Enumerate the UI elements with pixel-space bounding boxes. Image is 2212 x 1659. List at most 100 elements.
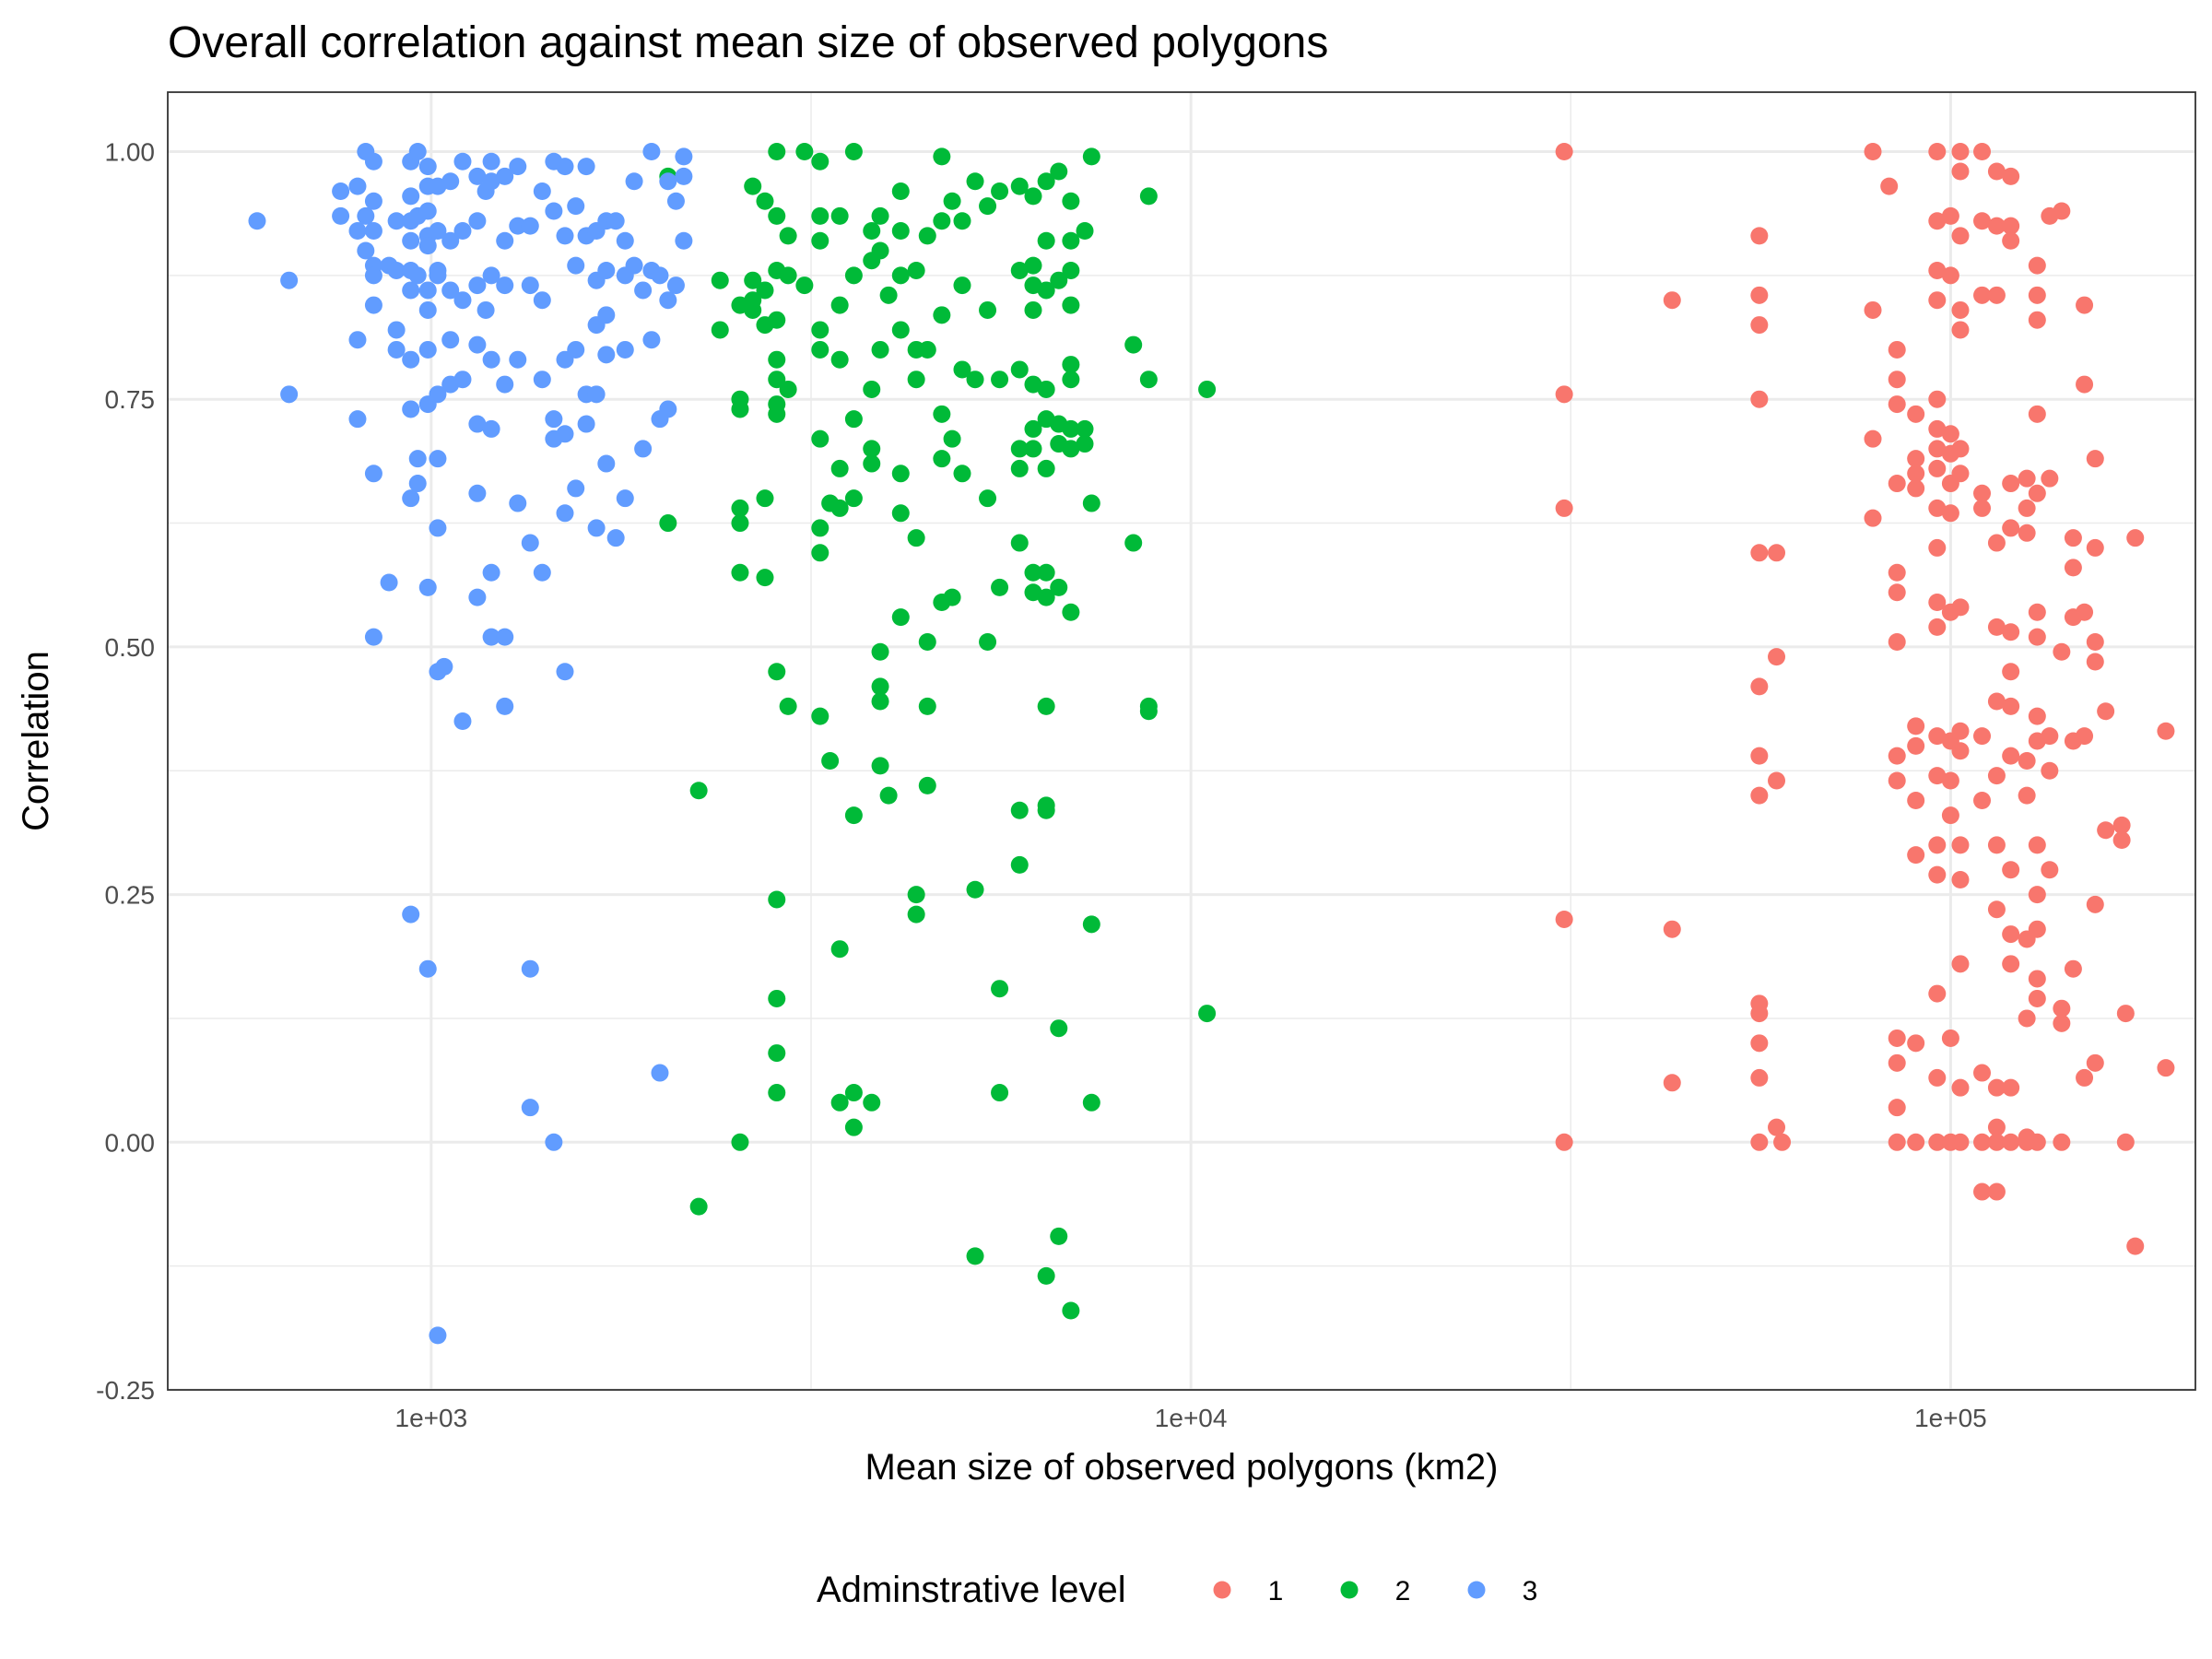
data-point-level-1 xyxy=(2064,529,2082,547)
data-point-level-1 xyxy=(1928,767,1947,785)
data-point-level-1 xyxy=(1907,450,1925,468)
data-point-level-3 xyxy=(482,628,500,646)
data-point-level-2 xyxy=(1010,855,1029,874)
data-point-level-3 xyxy=(606,529,625,547)
data-point-level-2 xyxy=(1076,435,1094,453)
data-point-level-1 xyxy=(2157,722,2175,740)
data-point-level-2 xyxy=(918,633,936,652)
data-point-level-2 xyxy=(991,578,1009,596)
data-point-level-3 xyxy=(364,296,382,314)
data-point-level-2 xyxy=(731,563,749,582)
data-point-level-1 xyxy=(2028,836,2046,854)
data-point-level-1 xyxy=(1987,836,2006,854)
data-point-level-3 xyxy=(567,479,585,498)
data-point-level-1 xyxy=(1555,499,1573,517)
data-point-level-2 xyxy=(1037,380,1055,398)
data-point-level-1 xyxy=(1987,534,2006,552)
data-point-level-2 xyxy=(1062,192,1080,210)
data-point-level-2 xyxy=(1037,281,1055,300)
data-point-level-1 xyxy=(1928,984,1947,1003)
data-point-level-2 xyxy=(1050,1019,1068,1038)
data-point-level-1 xyxy=(1750,747,1769,765)
data-point-level-1 xyxy=(1987,217,2006,235)
data-point-level-3 xyxy=(616,231,634,250)
data-point-level-3 xyxy=(348,410,367,429)
data-point-level-3 xyxy=(634,440,653,458)
data-point-level-1 xyxy=(1951,598,1970,617)
data-point-level-3 xyxy=(418,340,437,359)
data-point-level-1 xyxy=(2041,727,2059,746)
data-point-level-1 xyxy=(1951,1078,1970,1097)
data-point-level-2 xyxy=(821,751,840,770)
data-point-level-1 xyxy=(2018,786,2036,805)
y-tick-label: 0.25 xyxy=(105,881,156,910)
data-point-level-2 xyxy=(811,231,830,250)
data-point-level-2 xyxy=(879,286,898,304)
data-point-level-1 xyxy=(1750,1034,1769,1053)
data-point-level-1 xyxy=(1987,1078,2006,1097)
data-point-level-3 xyxy=(521,276,539,295)
data-point-level-2 xyxy=(943,192,961,210)
data-point-level-1 xyxy=(1951,465,1970,483)
data-point-level-1 xyxy=(1941,206,1959,225)
data-point-level-3 xyxy=(533,182,551,200)
data-point-level-2 xyxy=(1062,1301,1080,1320)
data-point-level-2 xyxy=(991,182,1009,200)
data-point-level-1 xyxy=(1941,504,1959,523)
data-point-level-2 xyxy=(991,371,1009,389)
data-point-level-2 xyxy=(953,465,971,483)
data-point-level-1 xyxy=(1928,499,1947,517)
data-point-level-3 xyxy=(402,281,420,300)
data-point-level-3 xyxy=(521,217,539,235)
data-point-level-3 xyxy=(577,415,595,433)
data-point-level-2 xyxy=(830,206,849,225)
data-point-level-3 xyxy=(402,489,420,508)
data-point-level-2 xyxy=(979,300,997,319)
data-point-level-2 xyxy=(966,371,984,389)
data-point-level-3 xyxy=(453,221,472,240)
data-point-level-3 xyxy=(577,158,595,176)
data-point-level-3 xyxy=(567,197,585,216)
data-point-level-2 xyxy=(731,499,749,517)
data-point-level-2 xyxy=(891,465,910,483)
data-point-level-2 xyxy=(768,663,786,681)
data-point-level-1 xyxy=(1888,771,1906,790)
data-point-level-3 xyxy=(597,261,616,279)
data-point-level-1 xyxy=(1951,321,1970,339)
data-point-level-1 xyxy=(2028,311,2046,329)
data-point-level-2 xyxy=(1037,801,1055,819)
data-point-level-2 xyxy=(1037,563,1055,582)
data-point-level-1 xyxy=(1888,1133,1906,1151)
data-point-level-2 xyxy=(1062,261,1080,279)
data-point-level-1 xyxy=(1951,142,1970,160)
data-point-level-3 xyxy=(556,227,574,245)
data-point-level-3 xyxy=(616,340,634,359)
x-tick-label: 1e+05 xyxy=(1914,1404,1987,1432)
data-point-level-3 xyxy=(402,905,420,924)
data-point-level-3 xyxy=(533,371,551,389)
chart-title: Overall correlation against mean size of… xyxy=(168,18,1328,67)
data-point-level-1 xyxy=(2126,1237,2145,1255)
data-point-level-3 xyxy=(533,291,551,310)
data-point-level-3 xyxy=(468,335,487,354)
data-point-level-3 xyxy=(402,187,420,206)
data-point-level-3 xyxy=(567,340,585,359)
data-point-level-1 xyxy=(1928,836,1947,854)
data-point-level-1 xyxy=(1888,475,1906,493)
data-point-level-2 xyxy=(1062,296,1080,314)
data-point-level-3 xyxy=(482,419,500,438)
legend-title: Adminstrative level xyxy=(817,1570,1126,1610)
data-point-level-2 xyxy=(689,782,708,800)
data-point-level-1 xyxy=(1987,692,2006,711)
data-point-level-2 xyxy=(811,152,830,171)
data-point-level-3 xyxy=(496,276,514,295)
data-point-level-1 xyxy=(1951,836,1970,854)
data-point-level-2 xyxy=(1050,271,1068,289)
data-point-level-1 xyxy=(1928,1133,1947,1151)
data-point-level-2 xyxy=(768,371,786,389)
data-point-level-1 xyxy=(2112,830,2131,849)
data-point-level-2 xyxy=(907,261,925,279)
data-point-level-2 xyxy=(953,212,971,230)
data-point-level-1 xyxy=(2028,603,2046,621)
data-point-level-2 xyxy=(756,281,774,300)
